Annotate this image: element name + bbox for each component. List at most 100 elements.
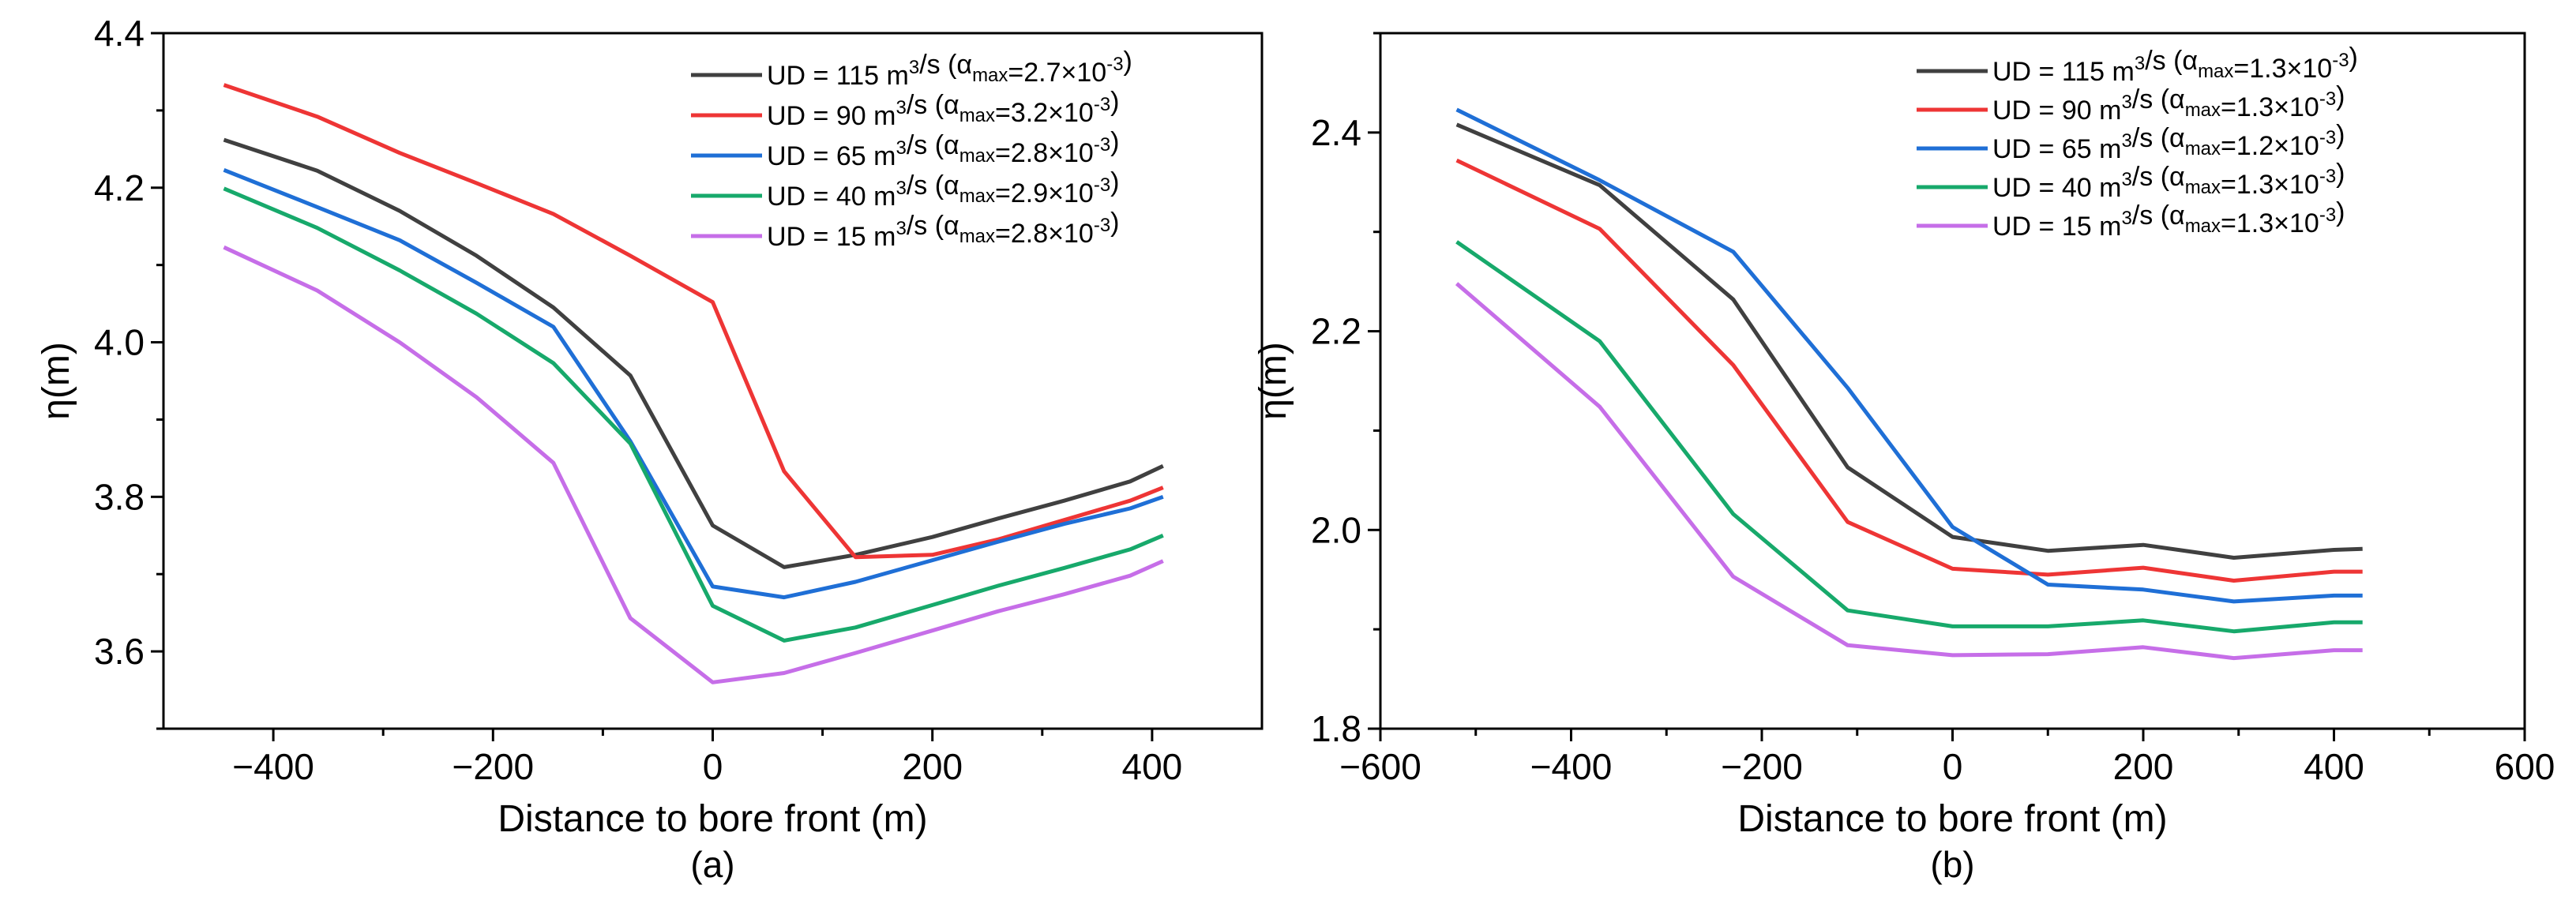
- legend-label: UD = 65 m3/s (αmax=1.2×10-3): [1992, 120, 2345, 164]
- legend-label-part: -3: [2319, 166, 2336, 187]
- x-tick-label: 400: [2304, 746, 2364, 787]
- legend-label-part: ): [1110, 167, 1119, 197]
- legend-label-part: UD = 90 m: [767, 101, 896, 131]
- legend-label-part: -3: [1106, 54, 1123, 75]
- legend-label-part: ): [2336, 81, 2345, 111]
- legend-label: UD = 90 m3/s (αmax=3.2×10-3): [767, 87, 1120, 131]
- legend-label-part: /s (α: [907, 211, 959, 241]
- series-line: [1455, 158, 2363, 583]
- x-tick-label: 600: [2495, 746, 2555, 787]
- legend-label: UD = 90 m3/s (αmax=1.3×10-3): [1992, 81, 2345, 126]
- y-tick-label: 1.8: [1311, 708, 1361, 749]
- legend-label-part: /s (α: [907, 171, 959, 201]
- legend-label-part: max: [959, 105, 995, 126]
- legend-label-part: =2.7×10: [1008, 58, 1106, 88]
- x-tick-label: −200: [452, 746, 534, 787]
- x-axis-title: Distance to bore front (m): [498, 798, 927, 840]
- legend-label-part: 3: [2121, 169, 2131, 190]
- legend-label: UD = 115 m3/s (αmax=2.7×10-3): [767, 47, 1132, 91]
- legend-label-part: max: [959, 226, 995, 247]
- legend-label-part: UD = 40 m: [1992, 173, 2121, 203]
- series-line: [1455, 282, 2363, 661]
- legend-label-part: =3.2×10: [995, 98, 1094, 128]
- legend-label-part: UD = 40 m: [767, 182, 896, 212]
- legend-label: UD = 15 m3/s (αmax=2.8×10-3): [767, 208, 1120, 252]
- series-line: [1455, 107, 2363, 604]
- series-line: [1455, 240, 2363, 634]
- legend-label: UD = 40 m3/s (αmax=2.9×10-3): [767, 167, 1120, 212]
- legend-label-part: -3: [2319, 127, 2336, 148]
- legend-label-part: -3: [2319, 204, 2336, 226]
- legend-label-part: /s (α: [907, 90, 959, 120]
- legend-label-part: 3: [896, 137, 906, 159]
- y-tick-label: 2.2: [1311, 311, 1361, 352]
- legend-label-part: =1.3×10: [2221, 92, 2319, 122]
- y-tick-label: 4.0: [94, 322, 145, 363]
- legend-label-part: =2.9×10: [995, 178, 1094, 208]
- legend-label-part: ): [1110, 208, 1119, 238]
- legend-label-part: max: [2185, 99, 2221, 121]
- series-line: [1455, 122, 2363, 560]
- legend-label-part: ): [2336, 120, 2345, 150]
- legend-label-part: -3: [1094, 134, 1110, 156]
- legend-label-part: 3: [2121, 208, 2131, 229]
- legend-label-part: /s (α: [2132, 84, 2185, 114]
- y-tick-label: 4.4: [94, 13, 145, 54]
- legend-label-part: 3: [896, 178, 906, 199]
- series-line: [223, 245, 1164, 684]
- legend-label-part: 3: [896, 97, 906, 118]
- legend-label: UD = 40 m3/s (αmax=1.3×10-3): [1992, 159, 2345, 203]
- legend-label-part: UD = 115 m: [1992, 57, 2135, 87]
- y-tick-label: 4.2: [94, 167, 145, 208]
- series-line: [223, 137, 1164, 569]
- y-axis-title: η(m): [1252, 342, 1294, 420]
- legend-label-part: ): [2349, 43, 2358, 73]
- legend-label-part: max: [972, 65, 1008, 86]
- x-tick-label: 0: [703, 746, 723, 787]
- legend: UD = 115 m3/s (αmax=1.3×10-3)UD = 90 m3/…: [1917, 43, 2358, 242]
- legend-label-part: 3: [2135, 53, 2145, 74]
- x-tick-label: 200: [2113, 746, 2174, 787]
- legend-label-part: -3: [1094, 174, 1110, 196]
- legend-label-part: /s (α: [2132, 201, 2185, 231]
- y-tick-label: 2.4: [1311, 112, 1361, 153]
- legend-label-part: =2.8×10: [995, 219, 1094, 249]
- legend-label-part: /s (α: [2132, 162, 2185, 192]
- legend-label-part: =1.2×10: [2221, 131, 2319, 161]
- legend-label-part: max: [2185, 177, 2221, 198]
- legend-label-part: =1.3×10: [2221, 170, 2319, 200]
- legend-label-part: /s (α: [2132, 123, 2185, 153]
- x-tick-label: −200: [1721, 746, 1803, 787]
- legend-label-part: UD = 15 m: [1992, 212, 2121, 242]
- x-tick-label: −400: [232, 746, 314, 787]
- panel-label: (a): [690, 844, 734, 885]
- legend-label-part: /s (α: [2145, 46, 2198, 76]
- legend-label-part: max: [959, 186, 995, 207]
- legend-label-part: 3: [896, 218, 906, 239]
- legend-label-part: /s (α: [919, 50, 972, 80]
- legend-label: UD = 65 m3/s (αmax=2.8×10-3): [767, 127, 1120, 171]
- legend-label-part: max: [2185, 138, 2221, 159]
- legend-label-part: ): [1124, 47, 1132, 77]
- legend-label-part: -3: [1094, 215, 1110, 236]
- series-line: [223, 167, 1164, 600]
- legend-label-part: UD = 115 m: [767, 61, 909, 91]
- legend-label-part: UD = 65 m: [1992, 134, 2121, 164]
- legend-label: UD = 15 m3/s (αmax=1.3×10-3): [1992, 197, 2345, 242]
- legend-label-part: -3: [2332, 50, 2349, 71]
- x-tick-label: −600: [1339, 746, 1421, 787]
- y-tick-label: 2.0: [1311, 509, 1361, 550]
- legend-label-part: -3: [1094, 94, 1110, 115]
- legend: UD = 115 m3/s (αmax=2.7×10-3)UD = 90 m3/…: [691, 47, 1132, 252]
- chart-panel-b: −600 −400 −200 0 200 400 600 1.8 2.0 2.2 2.4 Distan…: [1252, 32, 2555, 885]
- series-line: [223, 186, 1164, 643]
- legend-label-part: UD = 15 m: [767, 222, 896, 252]
- legend-label-part: ): [1110, 127, 1119, 157]
- plot-frame: [1379, 32, 2526, 730]
- legend-label-part: =2.8×10: [995, 138, 1094, 168]
- legend-label-part: =1.3×10: [2233, 54, 2332, 84]
- y-tick-label: 3.8: [94, 476, 145, 517]
- x-tick-label: 200: [902, 746, 963, 787]
